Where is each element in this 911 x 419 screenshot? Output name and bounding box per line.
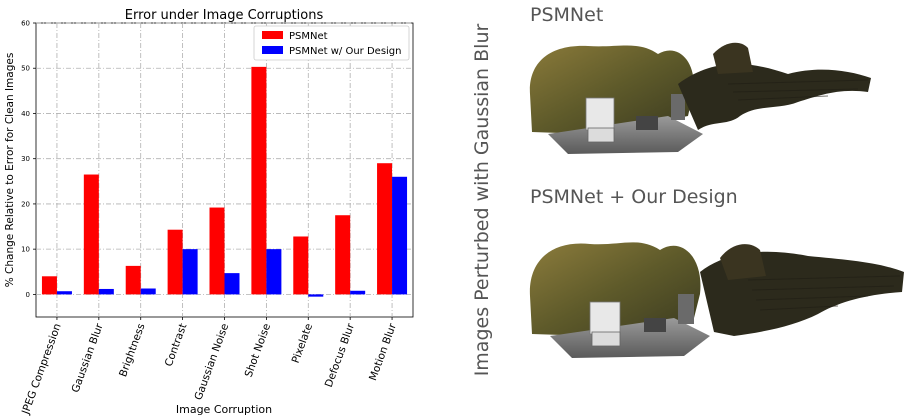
- foliage-region: [529, 45, 694, 134]
- y-tick-label: 40: [21, 110, 30, 118]
- x-axis-label: Image Corruption: [176, 403, 272, 416]
- bar-our-design: [140, 288, 156, 295]
- bar-our-design: [266, 249, 282, 295]
- sign-shape: [678, 294, 694, 324]
- bar-chart: 0 10 20 30 40 50 60 JPEG Compression Gaussian B…: [4, 8, 414, 417]
- bar-psmnet: [293, 236, 309, 295]
- y-axis-label: % Change Relative to Error for Clean Ima…: [4, 53, 16, 288]
- depth-streaks-fringe: [713, 42, 753, 74]
- y-ticks: 0 10 20 30 40 50 60: [21, 20, 36, 299]
- road-region: [550, 318, 710, 358]
- bars: [41, 66, 408, 297]
- bar-our-design: [182, 249, 198, 295]
- bottom-panel-title: PSMNet + Our Design: [530, 186, 738, 208]
- legend-label-psmnet-our-design: PSMNet w/ Our Design: [289, 46, 402, 57]
- bar-our-design: [350, 290, 366, 295]
- y-tick-label: 50: [21, 65, 30, 73]
- sign-shape: [671, 94, 685, 120]
- car-shape: [591, 331, 621, 347]
- x-tick-label: Shot Noise: [243, 322, 274, 379]
- foliage-region: [529, 242, 701, 336]
- x-tick-label: Gaussian Noise: [192, 322, 231, 402]
- truck-shape: [585, 97, 615, 131]
- bar-psmnet: [125, 265, 141, 295]
- car-shape: [636, 116, 658, 130]
- legend-swatch-psmnet-our-design: [262, 46, 283, 54]
- y-tick-label: 60: [21, 20, 30, 28]
- bar-psmnet: [41, 276, 57, 295]
- bar-our-design: [308, 294, 324, 297]
- point-cloud-image-psmnet: [529, 42, 871, 154]
- top-panel-title: PSMNet: [530, 4, 604, 26]
- x-ticks: JPEG Compression Gaussian Blur Brightness C…: [19, 317, 399, 417]
- truck-shape: [589, 301, 621, 335]
- x-tick-label: Motion Blur: [367, 321, 399, 382]
- x-tick-label: Gaussian Blur: [70, 321, 106, 394]
- legend-box: [253, 25, 410, 61]
- bar-psmnet: [335, 215, 351, 295]
- y-tick-label: 10: [21, 246, 30, 254]
- x-tick-label: Brightness: [117, 322, 147, 379]
- bar-psmnet: [251, 66, 267, 295]
- legend-swatch-psmnet: [262, 31, 283, 39]
- legend-label-psmnet: PSMNet: [289, 31, 328, 42]
- legend: PSMNet PSMNet w/ Our Design: [253, 25, 410, 61]
- side-label: Images Perturbed with Gaussian Blur: [471, 23, 493, 377]
- chart-title: Error under Image Corruptions: [125, 8, 324, 23]
- bar-psmnet: [83, 174, 99, 295]
- x-tick-label: Contrast: [163, 322, 190, 368]
- bar-our-design: [98, 288, 114, 295]
- bar-psmnet: [377, 163, 393, 295]
- bar-our-design: [392, 176, 408, 295]
- depth-streaks: [678, 64, 871, 130]
- car-shape: [587, 127, 615, 143]
- y-tick-label: 30: [21, 155, 30, 163]
- point-cloud-image-our-design: [529, 242, 904, 358]
- bar-psmnet: [167, 229, 183, 295]
- road-region: [548, 116, 703, 154]
- y-tick-label: 0: [26, 291, 30, 299]
- y-tick-label: 20: [21, 200, 30, 208]
- x-tick-label: Defocus Blur: [323, 321, 357, 389]
- bar-psmnet: [209, 207, 225, 295]
- bar-our-design: [56, 291, 72, 295]
- bar-our-design: [224, 273, 240, 295]
- x-tick-label: Pixelate: [290, 322, 315, 365]
- depth-streaks-fringe: [720, 244, 766, 280]
- x-tick-label: JPEG Compression: [19, 322, 63, 417]
- car-shape: [644, 318, 666, 332]
